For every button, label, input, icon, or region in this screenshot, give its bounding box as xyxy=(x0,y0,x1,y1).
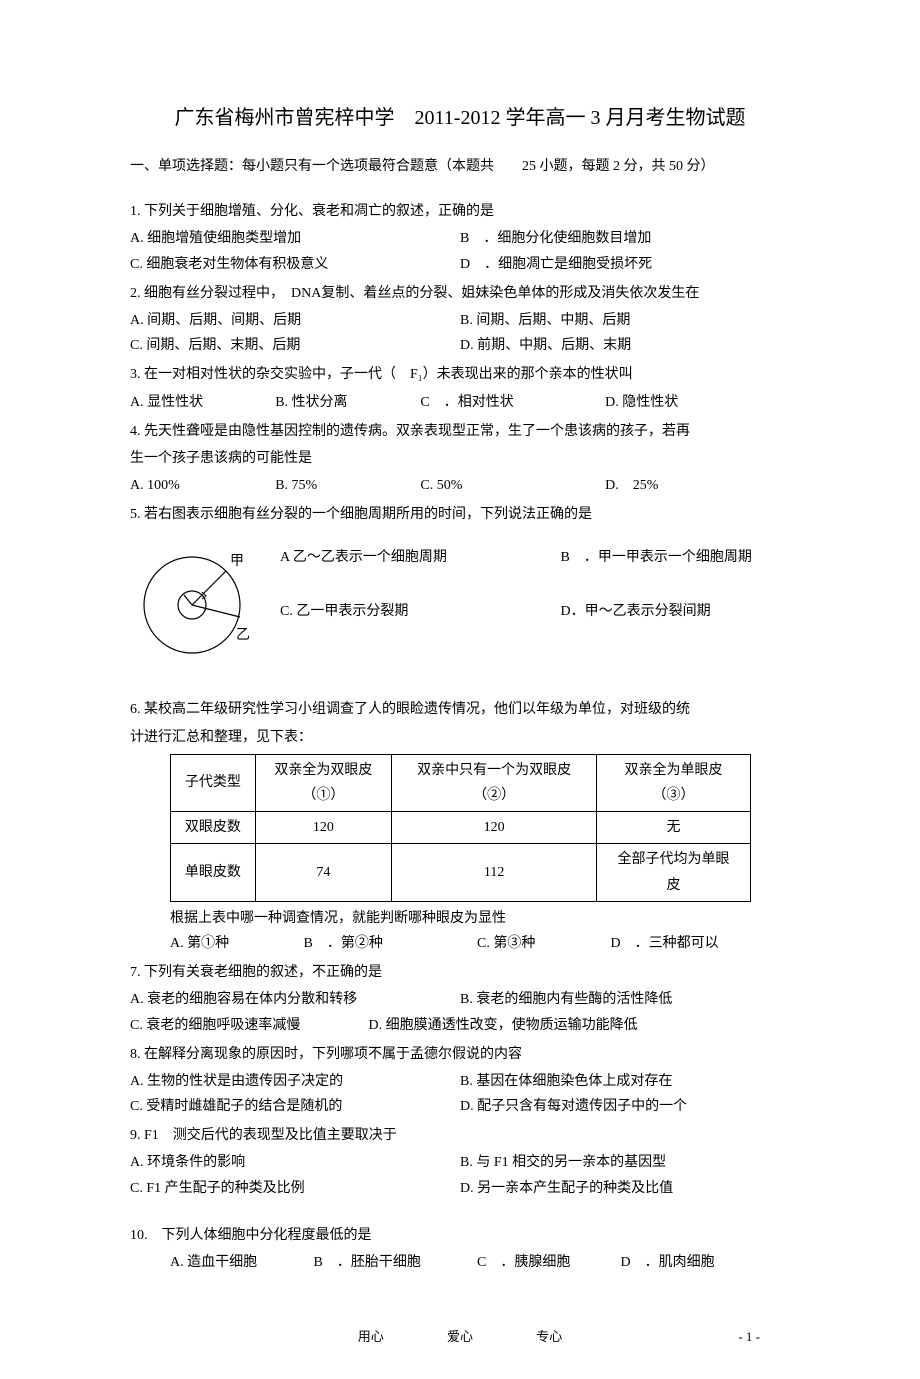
cell-cycle-diagram: 甲 乙 xyxy=(130,537,260,667)
q9-opt-d: D. 另一亲本产生配子的种类及比值 xyxy=(460,1176,790,1201)
q10-opt-b: B ．胚胎干细胞 xyxy=(314,1250,474,1275)
question-10: 10. 下列人体细胞中分化程度最低的是 A. 造血干细胞 B ．胚胎干细胞 C … xyxy=(130,1223,790,1275)
q3-opt-b: B. 性状分离 xyxy=(275,390,420,415)
footer-c: 专心 xyxy=(536,1325,562,1348)
cell: 120 xyxy=(392,812,597,844)
q1-stem: 1. 下列关于细胞增殖、分化、衰老和凋亡的叙述，正确的是 xyxy=(130,199,790,224)
footer-b: 爱心 xyxy=(447,1325,473,1348)
q6-stem-2: 计进行汇总和整理，见下表： xyxy=(130,725,790,750)
q10-opt-a: A. 造血干细胞 xyxy=(170,1250,310,1275)
q6-opt-a: A. 第①种 xyxy=(170,931,300,956)
question-5: 5. 若右图表示细胞有丝分裂的一个细胞周期所用的时间，下列说法正确的是 甲 乙 … xyxy=(130,502,790,667)
q10-opt-d: D ．肌肉细胞 xyxy=(621,1250,715,1275)
q8-opt-d: D. 配子只含有每对遗传因子中的一个 xyxy=(460,1094,790,1119)
th-col1: 双亲全为双眼皮（①） xyxy=(255,754,391,811)
question-3: 3. 在一对相对性状的杂交实验中，子一代（ F₁）未表现出来的那个亲本的性状叫 … xyxy=(130,362,790,414)
q8-opt-b: B. 基因在体细胞染色体上成对存在 xyxy=(460,1069,790,1094)
th-col3: 双亲全为单眼皮（③） xyxy=(597,754,751,811)
question-4: 4. 先天性聋哑是由隐性基因控制的遗传病。双亲表现型正常，生了一个患该病的孩子，… xyxy=(130,419,790,499)
q2-stem: 2. 细胞有丝分裂过程中， DNA复制、着丝点的分裂、姐妹染色单体的形成及消失依… xyxy=(130,281,790,306)
eyelid-table: 子代类型 双亲全为双眼皮（①） 双亲中只有一个为双眼皮（②） 双亲全为单眼皮（③… xyxy=(170,754,751,902)
label-jia: 甲 xyxy=(230,554,244,569)
question-2: 2. 细胞有丝分裂过程中， DNA复制、着丝点的分裂、姐妹染色单体的形成及消失依… xyxy=(130,281,790,359)
th-col2: 双亲中只有一个为双眼皮（②） xyxy=(392,754,597,811)
q3-stem: 3. 在一对相对性状的杂交实验中，子一代（ F₁）未表现出来的那个亲本的性状叫 xyxy=(130,362,790,387)
q10-opt-c: C ．胰腺细胞 xyxy=(477,1250,617,1275)
q6-opt-d: D ．三种都可以 xyxy=(611,931,719,956)
q5-opt-a: A 乙～乙表示一个细胞周期 xyxy=(280,545,561,570)
q8-opt-a: A. 生物的性状是由遗传因子决定的 xyxy=(130,1069,460,1094)
q6-stem-1: 6. 某校高二年级研究性学习小组调查了人的眼睑遗传情况，他们以年级为单位，对班级… xyxy=(130,697,790,722)
page-title: 广东省梅州市曾宪梓中学 2011-2012 学年高一 3 月月考生物试题 xyxy=(130,100,790,136)
q1-opt-b: B ．细胞分化使细胞数目增加 xyxy=(460,226,790,251)
q8-stem: 8. 在解释分离现象的原因时，下列哪项不属于孟德尔假说的内容 xyxy=(130,1042,790,1067)
table-row: 双眼皮数 120 120 无 xyxy=(171,812,751,844)
cell: 120 xyxy=(255,812,391,844)
cell: 74 xyxy=(255,844,391,901)
q9-opt-a: A. 环境条件的影响 xyxy=(130,1150,460,1175)
page-footer: 用心 爱心 专心 - 1 - xyxy=(130,1325,790,1348)
q7-opt-d: D. 细胞膜通透性改变，使物质运输功能降低 xyxy=(369,1013,638,1038)
q6-opt-c: C. 第③种 xyxy=(477,931,607,956)
page-number: - 1 - xyxy=(738,1325,760,1348)
cell: 无 xyxy=(597,812,751,844)
cell: 全部子代均为单眼皮 xyxy=(597,844,751,901)
section-1-header: 一、单项选择题：每小题只有一个选项最符合题意（本题共 25 小题，每题 2 分，… xyxy=(130,154,790,179)
q7-opt-a: A. 衰老的细胞容易在体内分散和转移 xyxy=(130,987,460,1012)
q7-stem: 7. 下列有关衰老细胞的叙述，不正确的是 xyxy=(130,960,790,985)
cell: 双眼皮数 xyxy=(171,812,256,844)
footer-a: 用心 xyxy=(358,1325,384,1348)
question-1: 1. 下列关于细胞增殖、分化、衰老和凋亡的叙述，正确的是 A. 细胞增殖使细胞类… xyxy=(130,199,790,277)
q1-opt-c: C. 细胞衰老对生物体有积极意义 xyxy=(130,252,460,277)
q3-opt-a: A. 显性性状 xyxy=(130,390,275,415)
q10-stem: 10. 下列人体细胞中分化程度最低的是 xyxy=(130,1223,790,1248)
q9-stem: 9. F1 测交后代的表现型及比值主要取决于 xyxy=(130,1123,790,1148)
question-7: 7. 下列有关衰老细胞的叙述，不正确的是 A. 衰老的细胞容易在体内分散和转移 … xyxy=(130,960,790,1038)
q5-opt-c: C. 乙一甲表示分裂期 xyxy=(280,599,561,624)
q6-opt-b: B ．第②种 xyxy=(304,931,474,956)
cell: 单眼皮数 xyxy=(171,844,256,901)
q4-stem-2: 生一个孩子患该病的可能性是 xyxy=(130,446,790,471)
q9-opt-c: C. F1 产生配子的种类及比例 xyxy=(130,1176,460,1201)
q4-opt-b: B. 75% xyxy=(275,473,420,498)
q2-opt-b: B. 间期、后期、中期、后期 xyxy=(460,308,790,333)
question-6: 6. 某校高二年级研究性学习小组调查了人的眼睑遗传情况，他们以年级为单位，对班级… xyxy=(130,697,790,956)
question-8: 8. 在解释分离现象的原因时，下列哪项不属于孟德尔假说的内容 A. 生物的性状是… xyxy=(130,1042,790,1120)
q3-opt-d: D. 隐性性状 xyxy=(605,390,790,415)
q4-opt-a: A. 100% xyxy=(130,473,275,498)
label-yi: 乙 xyxy=(236,627,250,643)
q4-stem-1: 4. 先天性聋哑是由隐性基因控制的遗传病。双亲表现型正常，生了一个患该病的孩子，… xyxy=(130,419,790,444)
table-row: 子代类型 双亲全为双眼皮（①） 双亲中只有一个为双眼皮（②） 双亲全为单眼皮（③… xyxy=(171,754,751,811)
q7-opt-c: C. 衰老的细胞呼吸速率减慢 xyxy=(130,1013,365,1038)
q1-opt-a: A. 细胞增殖使细胞类型增加 xyxy=(130,226,460,251)
q1-opt-d: D ．细胞凋亡是细胞受损坏死 xyxy=(460,252,790,277)
q5-opt-d: D．甲～乙表示分裂间期 xyxy=(561,599,711,624)
cell: 112 xyxy=(392,844,597,901)
th-type: 子代类型 xyxy=(171,754,256,811)
q5-stem: 5. 若右图表示细胞有丝分裂的一个细胞周期所用的时间，下列说法正确的是 xyxy=(130,502,790,527)
q6-post: 根据上表中哪一种调查情况，就能判断哪种眼皮为显性 xyxy=(130,906,790,931)
q7-opt-b: B. 衰老的细胞内有些酶的活性降低 xyxy=(460,987,790,1012)
q9-opt-b: B. 与 F1 相交的另一亲本的基因型 xyxy=(460,1150,790,1175)
q8-opt-c: C. 受精时雌雄配子的结合是随机的 xyxy=(130,1094,460,1119)
table-row: 单眼皮数 74 112 全部子代均为单眼皮 xyxy=(171,844,751,901)
question-9: 9. F1 测交后代的表现型及比值主要取决于 A. 环境条件的影响 B. 与 F… xyxy=(130,1123,790,1201)
q4-opt-c: C. 50% xyxy=(420,473,605,498)
q3-opt-c: C ．相对性状 xyxy=(420,390,605,415)
q2-opt-a: A. 间期、后期、间期、后期 xyxy=(130,308,460,333)
q5-opt-b: B ．甲一甲表示一个细胞周期 xyxy=(561,545,752,570)
q2-opt-d: D. 前期、中期、后期、末期 xyxy=(460,333,790,358)
q4-opt-d: D. 25% xyxy=(605,473,790,498)
q2-opt-c: C. 间期、后期、末期、后期 xyxy=(130,333,460,358)
